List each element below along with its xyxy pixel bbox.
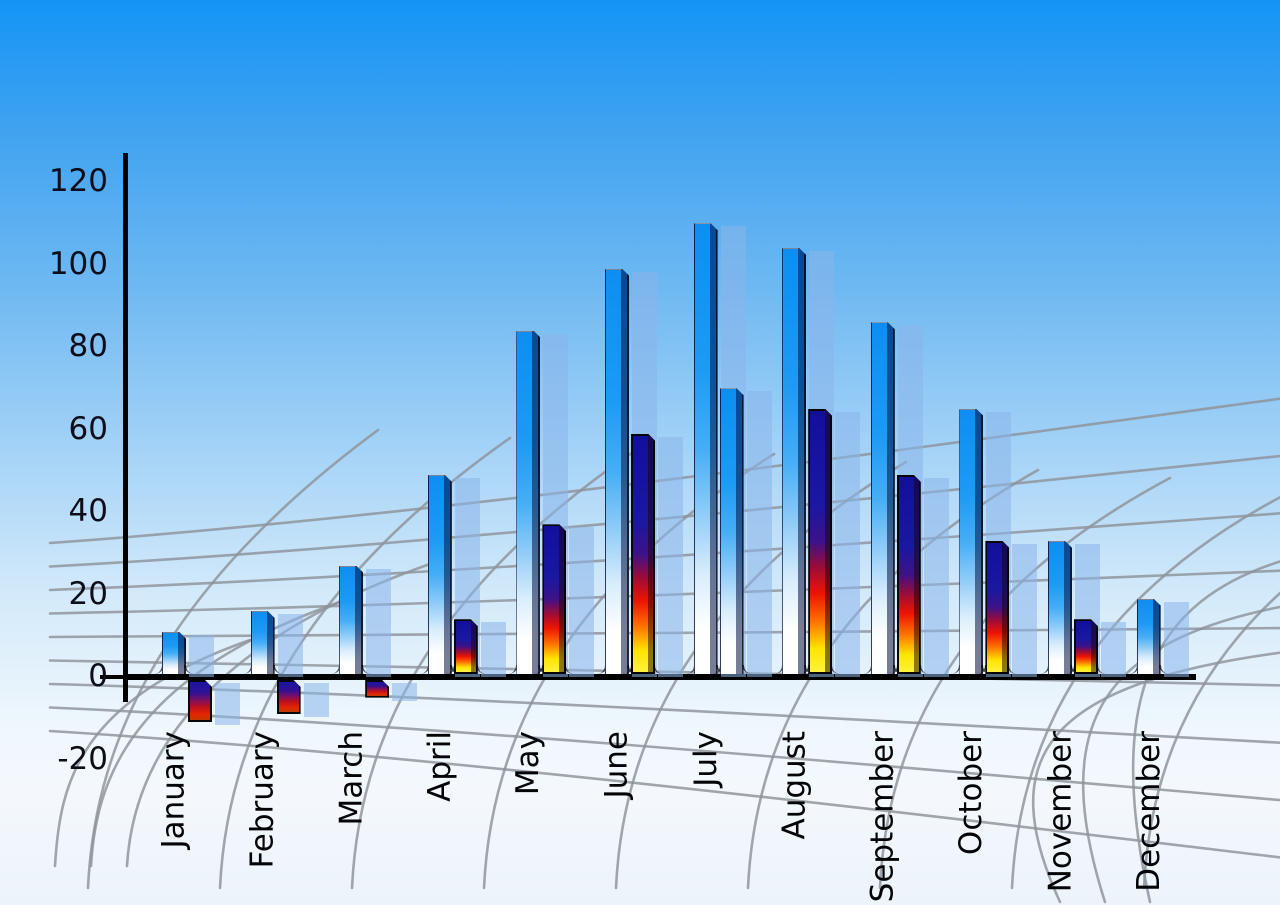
- bar-series-1: [693, 223, 718, 674]
- bar-series-2: [1074, 619, 1098, 674]
- x-axis-label: June: [599, 731, 635, 799]
- bar-shadow: [923, 477, 949, 677]
- x-axis-label: December: [1130, 731, 1167, 892]
- x-axis-label: January: [156, 731, 192, 849]
- x-axis-label: March: [333, 731, 370, 826]
- bar-shadow: [215, 683, 240, 726]
- bar-series-1: [870, 322, 895, 674]
- bar-series-1: [719, 388, 744, 674]
- x-axis-label: April: [421, 731, 458, 802]
- bar-series-1: [605, 269, 629, 675]
- bar-shadow: [366, 568, 392, 677]
- bar-series-2: [453, 619, 478, 674]
- bar-series-1: [959, 409, 984, 675]
- bar-series-2: [277, 680, 301, 714]
- bar-shadow: [1012, 543, 1038, 677]
- bar-series-2: [808, 409, 833, 675]
- bar-series-2: [188, 680, 212, 722]
- y-axis-line: [123, 153, 128, 702]
- y-tick-label: 0: [88, 658, 108, 694]
- y-tick-label: 100: [48, 245, 108, 282]
- y-tick-label: 20: [68, 575, 108, 612]
- bar-shadow: [392, 683, 418, 701]
- bar-series-1: [782, 248, 807, 674]
- bar-series-1: [339, 566, 364, 675]
- bar-shadow: [569, 527, 595, 677]
- bar-series-1: [516, 331, 541, 675]
- y-tick-label: 60: [68, 410, 108, 447]
- bar-series-2: [985, 541, 1010, 675]
- zero-tick: [100, 675, 124, 679]
- bar-series-1: [427, 475, 452, 675]
- x-axis-label: July: [687, 731, 724, 787]
- bar-series-1: [1136, 599, 1161, 675]
- bar-shadow: [746, 391, 772, 677]
- bar-series-1: [250, 611, 275, 674]
- x-axis-label: February: [244, 731, 281, 869]
- y-tick-label: 40: [68, 493, 108, 529]
- x-axis-line: [123, 674, 1196, 680]
- bar-series-1: [162, 632, 186, 675]
- bar-series-1: [1048, 541, 1072, 675]
- x-axis-label: October: [953, 731, 990, 856]
- bar-shadow: [303, 683, 329, 718]
- x-axis-label: November: [1042, 731, 1078, 893]
- bar-series-2: [631, 434, 655, 675]
- x-axis-label: May: [510, 731, 547, 796]
- y-tick-label: 80: [68, 328, 108, 364]
- bar-series-2: [365, 680, 389, 698]
- bar-shadow: [658, 436, 683, 677]
- bar-series-2: [896, 475, 921, 675]
- bar-shadow: [835, 411, 861, 677]
- x-axis-label: September: [864, 731, 901, 903]
- y-tick-label: -20: [57, 740, 108, 777]
- y-tick-label: 120: [48, 163, 108, 199]
- bar-series-2: [542, 524, 567, 674]
- x-axis-label: August: [776, 731, 813, 840]
